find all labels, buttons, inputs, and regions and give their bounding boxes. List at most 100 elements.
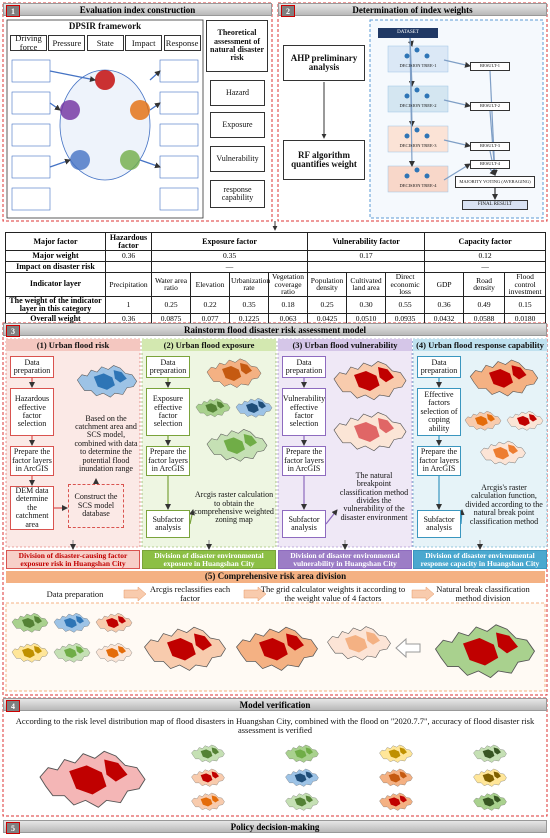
step-box: Prepare the factor layers in ArcGIS	[146, 446, 190, 476]
tree-label: DECISION TREE-1	[399, 62, 437, 68]
division-box: Division of disaster environmental vulne…	[278, 550, 412, 569]
comprehensive-step: Data preparation	[46, 588, 104, 599]
table-cell: Road density	[463, 272, 506, 297]
table-cell: Major factor	[5, 232, 106, 251]
arrow	[149, 70, 161, 81]
diagram-box	[11, 59, 51, 83]
arrow	[49, 158, 71, 168]
section-header: 4 Model verification	[3, 698, 547, 712]
comprehensive-title: (5) Comprehensive risk area division	[6, 571, 545, 583]
diagram-box	[11, 91, 51, 115]
section-header: 2 Determination of index weights	[278, 3, 547, 17]
table-cell	[105, 261, 152, 273]
table-cell: 1	[105, 295, 152, 314]
division-box: Division of disaster-causing factor expo…	[6, 550, 140, 569]
block-arrow	[411, 586, 435, 602]
division-box: Division of disaster environmental expos…	[142, 550, 276, 569]
diagram-node	[130, 100, 150, 120]
table-cell: 0.55	[385, 295, 426, 314]
voting-box: MAJORITY VOTING (AVERAGING)	[455, 176, 535, 188]
result-label: RESULT-1	[470, 62, 510, 71]
step-box: Vulnerability effective factor selection	[282, 388, 326, 436]
tree-label: DECISION TREE-3	[399, 142, 437, 148]
table-cell: Impact on disaster risk	[5, 261, 106, 273]
step-box: Data preparation	[10, 356, 54, 378]
verification-text: According to the risk level distribution…	[15, 716, 535, 735]
flow-dataset: DATASET	[378, 28, 438, 38]
division-box: Division of disaster environmental respo…	[413, 550, 547, 569]
arrow	[458, 509, 465, 525]
column-title: (3) Urban flood vulnerability	[278, 339, 412, 351]
theory-box: Vulnerability	[210, 146, 265, 172]
table-cell: GDP	[424, 272, 465, 297]
section-title: Determination of index weights	[352, 4, 473, 15]
arrow	[49, 102, 61, 111]
table-cell: Vulnerability factor	[307, 232, 426, 251]
step-box: Prepare the factor layers in ArcGIS	[10, 446, 54, 476]
note-box: Arcgis raster calculation to obtain the …	[194, 490, 274, 525]
table-cell: The weight of the indicator layer in thi…	[5, 295, 106, 314]
theory-box: Hazard	[210, 80, 265, 106]
theory-box: response capability	[210, 180, 265, 208]
table-cell: Water area ratio	[151, 272, 191, 297]
arrow	[408, 37, 415, 167]
comprehensive-step: Natural break classification method divi…	[436, 584, 530, 603]
arrow	[443, 99, 471, 108]
diagram-box	[159, 123, 199, 147]
step-box: Data preparation	[417, 356, 461, 378]
result-label: RESULT-4	[470, 160, 510, 169]
diagram-box	[11, 187, 51, 211]
theory-box: Exposure	[210, 112, 265, 138]
tree-node	[404, 173, 410, 179]
section-number: 4	[6, 700, 20, 712]
section-number: 1	[6, 5, 20, 17]
weight-step: AHP preliminary analysis	[283, 45, 365, 81]
step-box: Prepare the factor layers in ArcGIS	[282, 446, 326, 476]
tree-node	[404, 93, 410, 99]
diagram-node	[120, 150, 140, 170]
table-cell: 0.35	[150, 250, 309, 262]
diagram-node	[60, 100, 80, 120]
step-box: Exposure effective factor selection	[146, 388, 190, 436]
tree-node	[414, 127, 420, 133]
table-cell: 0.25	[151, 295, 191, 314]
table-row: Major factor Hazardous factor Exposure fac…	[5, 232, 547, 251]
diagram-box	[11, 123, 51, 147]
step-box: Subfactor analysis	[282, 510, 326, 538]
weight-table: Major factor Hazardous factor Exposure fac…	[5, 232, 547, 325]
comprehensive-step: Arcgis reclassifies each factor	[149, 584, 231, 603]
table-cell: Population density	[307, 272, 348, 297]
table-cell: 0.25	[307, 295, 348, 314]
arrow	[49, 70, 96, 82]
section-title: Policy decision-making	[230, 821, 320, 832]
tree-node	[414, 47, 420, 53]
table-row: Major weight 0.36 0.35 0.17 0.12	[5, 250, 547, 262]
diagram-box	[159, 91, 199, 115]
tree-node	[424, 93, 430, 99]
table-cell: Flood control investment	[504, 272, 547, 297]
arrow	[139, 159, 161, 169]
tree-node	[404, 133, 410, 139]
tree-label: DECISION TREE-4	[399, 182, 437, 188]
dpsir-box: State	[86, 35, 124, 51]
table-cell: 0.36	[105, 250, 152, 262]
dpsir-frame	[6, 19, 204, 219]
note-box: The natural breakpoint classification me…	[339, 470, 409, 522]
table-cell: Direct economic loss	[385, 272, 426, 297]
table-cell: 0.30	[346, 295, 387, 314]
table-cell: —	[424, 261, 547, 273]
panel-border	[2, 2, 273, 222]
table-cell: Precipitation	[105, 272, 152, 297]
table-cell: Hazardous factor	[105, 232, 152, 251]
table-row: Impact on disaster risk — —	[5, 261, 547, 273]
result-label: RESULT-2	[470, 102, 510, 111]
arrow	[443, 163, 471, 181]
arrow	[489, 168, 496, 176]
table-cell: Cultivated land area	[346, 272, 387, 297]
tree-node	[424, 53, 430, 59]
section-title: Model verification	[239, 699, 311, 710]
step-box: Subfactor analysis	[146, 510, 190, 538]
block-arrow	[395, 637, 421, 659]
tree-node	[424, 133, 430, 139]
